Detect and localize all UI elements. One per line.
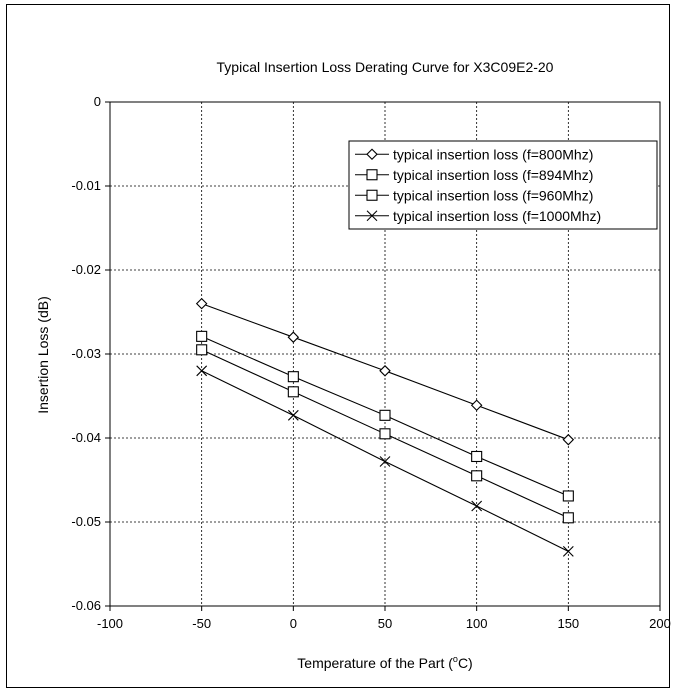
y-tick-label: 0 [94,94,101,109]
legend-label: typical insertion loss (f=960Mhz) [393,187,593,203]
legend-item: typical insertion loss (f=1000Mhz) [355,208,601,224]
y-tick-label: -0.04 [71,430,101,445]
x-marker-stroke [366,210,378,222]
x-axis-title-degree: o [453,654,458,664]
x-tick-label: 200 [649,616,671,631]
x-axis: -100 -50 0 50 100 150 200 [97,606,671,631]
x-marker-stroke [379,456,391,467]
x-tick-label: -50 [192,616,211,631]
data-point [195,297,208,310]
x-marker-stroke [287,409,299,421]
legend-item: typical insertion loss (f=894Mhz) [355,167,593,183]
y-tick-label: -0.06 [71,598,101,613]
data-point [379,456,391,467]
data-point [562,546,574,557]
series-1 [195,297,575,446]
legend-marker [366,148,378,161]
chart-frame [6,4,670,688]
legend-label: typical insertion loss (f=800Mhz) [393,146,593,162]
x-marker-stroke [196,365,208,377]
x-axis-title-main: Temperature of the Part ( [297,655,453,671]
legend-box [348,140,658,230]
data-point [471,450,483,463]
data-point [287,371,299,383]
data-point [471,470,483,482]
data-point [196,330,208,342]
legend-item: typical insertion loss (f=800Mhz) [355,146,593,162]
x-tick-label: 100 [466,616,488,631]
legend-marker [366,189,378,201]
data-point [562,490,574,502]
y-tick-label: -0.02 [71,262,101,277]
data-point [471,500,483,512]
data-point [196,344,208,356]
y-axis: 0 -0.01 -0.02 -0.03 -0.04 -0.05 -0.06 [71,94,110,613]
series-2 [196,330,574,502]
legend: typical insertion loss (f=800Mhz) typical… [348,140,658,230]
legend-marker [366,169,378,181]
y-tick-label: -0.05 [71,514,101,529]
x-tick-label: 0 [290,616,297,631]
data-point [379,409,391,421]
data-point [562,512,574,524]
x-tick-label: 150 [557,616,579,631]
y-tick-label: -0.03 [71,346,101,361]
data-point [196,365,208,377]
legend-label: typical insertion loss (f=894Mhz) [393,167,593,183]
x-axis-title-unit: C) [458,655,473,671]
legend-label: typical insertion loss (f=1000Mhz) [393,208,601,224]
data-point [470,399,483,412]
x-marker-stroke [471,500,483,512]
chart-title: Typical Insertion Loss Derating Curve fo… [217,59,554,75]
data-point [287,409,299,421]
x-marker-stroke [562,546,574,557]
y-axis-title: Insertion Loss (dB) [35,296,51,414]
series-4 [196,365,574,557]
data-point [379,428,391,440]
data-point [379,365,391,377]
legend-item: typical insertion loss (f=960Mhz) [355,187,593,203]
data-point [562,433,575,446]
data-point [287,386,299,398]
x-tick-label: 50 [378,616,392,631]
series-group [195,297,575,557]
y-tick-label: -0.01 [71,178,101,193]
x-tick-label: -100 [97,616,123,631]
series-3 [196,344,574,524]
data-point [287,331,300,343]
x-axis-title: Temperature of the Part (oC) [297,654,472,671]
legend-marker [366,210,378,222]
